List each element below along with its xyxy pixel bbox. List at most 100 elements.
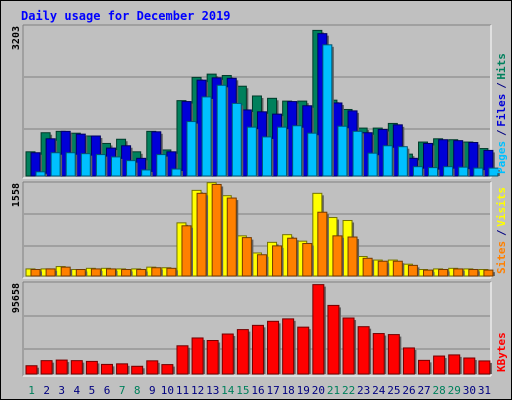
pages-bar [186, 121, 197, 177]
sites-bar [392, 260, 403, 277]
x-axis-day-label: 13 [206, 384, 219, 397]
pages-bar [307, 132, 318, 177]
x-axis-day-label: 1 [28, 384, 35, 397]
sites-bar [166, 267, 177, 277]
x-axis-day-label: 2 [43, 384, 50, 397]
pages-bar [428, 167, 439, 177]
x-axis-day-label: 5 [89, 384, 96, 397]
kbytes-legend-kbytes: KBytes [495, 332, 508, 372]
x-axis-day-label: 24 [372, 384, 386, 397]
sites-bar [45, 268, 56, 277]
kbytes-bar [236, 329, 249, 375]
sites-bar [468, 269, 479, 277]
sites-bar [60, 266, 71, 277]
kbytes-bar [357, 326, 370, 375]
sites-bar [332, 235, 343, 277]
sites-bar [30, 269, 41, 277]
sites-bar [287, 237, 298, 277]
sites-bar [136, 269, 147, 277]
kbytes-bar [40, 360, 53, 375]
x-axis-day-label: 30 [463, 384, 476, 397]
kbytes-bar [100, 363, 113, 375]
y-axis-max-label: 95658 [11, 283, 22, 313]
sites-bar [483, 269, 494, 277]
x-axis-day-label: 15 [236, 384, 249, 397]
x-axis-day-label: 17 [266, 384, 279, 397]
kbytes-bar [267, 320, 280, 375]
sites-bar [121, 269, 132, 277]
sites-bar [105, 268, 116, 277]
x-axis-day-label: 11 [176, 384, 189, 397]
sites-bar [438, 269, 449, 277]
x-axis-day-label: 23 [357, 384, 370, 397]
x-axis-day-label: 18 [282, 384, 295, 397]
sites-bar [377, 260, 388, 277]
pages-bar [201, 96, 212, 177]
x-axis-day-label: 27 [417, 384, 430, 397]
y-axis-max-label: 3203 [11, 26, 22, 50]
kbytes-bar [387, 334, 400, 375]
pages-bar [171, 168, 182, 177]
pages-bar [473, 167, 484, 177]
hits-files-pages-legend-hits: Hits [495, 53, 508, 80]
pages-bar [35, 171, 46, 177]
sites-bar [407, 264, 418, 277]
pages-bar [50, 152, 61, 177]
kbytes-bar [312, 284, 325, 375]
sites-bar [241, 237, 252, 277]
x-axis-day-label: 3 [58, 384, 65, 397]
kbytes-bar [433, 355, 446, 375]
x-axis-day-label: 14 [221, 384, 235, 397]
kbytes-bar [70, 360, 83, 375]
pages-bar [352, 130, 363, 177]
pages-bar [458, 166, 469, 177]
kbytes-bar [55, 359, 68, 375]
kbytes-bar [25, 365, 38, 375]
pages-bar [397, 146, 408, 177]
pages-bar [261, 136, 272, 177]
x-axis-day-label: 21 [327, 384, 340, 397]
x-axis-day-label: 16 [251, 384, 264, 397]
visits-sites-legend-sites: Sites [495, 241, 508, 274]
x-axis-day-label: 19 [297, 384, 310, 397]
sites-bar [256, 254, 267, 277]
sites-bar [90, 268, 101, 277]
sites-bar [211, 183, 222, 277]
hits-files-pages-legend-separator: / [495, 82, 508, 89]
sites-bar [151, 267, 162, 277]
x-axis-day-label: 26 [402, 384, 415, 397]
pages-bar [110, 156, 121, 177]
kbytes-bar [327, 304, 340, 375]
x-axis-day-label: 12 [191, 384, 204, 397]
pages-bar [277, 126, 288, 177]
pages-bar [65, 152, 76, 177]
x-axis-day-label: 10 [161, 384, 174, 397]
sites-bar [226, 197, 237, 277]
pages-bar [367, 152, 378, 177]
x-axis-day-label: 28 [433, 384, 446, 397]
visits-sites-legend-visits: Visits [495, 187, 508, 227]
x-axis-day-label: 31 [478, 384, 491, 397]
sites-bar [75, 269, 86, 277]
pages-bar [322, 44, 333, 177]
x-axis-day-label: 20 [312, 384, 325, 397]
y-axis-max-label: 1558 [11, 183, 22, 207]
x-axis-day-label: 9 [149, 384, 156, 397]
kbytes-bar [85, 360, 98, 375]
pages-bar [156, 154, 167, 177]
kbytes-bar [402, 347, 415, 375]
kbytes-bar [342, 317, 355, 375]
sites-bar [196, 192, 207, 277]
chart-title: Daily usage for December 2019 [21, 9, 231, 23]
pages-bar [95, 154, 106, 177]
hits-files-pages-legend-separator: / [495, 129, 508, 136]
kbytes-bar [448, 354, 461, 375]
x-axis-day-label: 4 [74, 384, 81, 397]
sites-bar [272, 245, 283, 277]
x-axis-day-label: 7 [119, 384, 126, 397]
pages-bar [488, 167, 499, 177]
kbytes-bar [206, 340, 219, 375]
kbytes-bar [282, 318, 295, 375]
pages-bar [80, 153, 91, 177]
